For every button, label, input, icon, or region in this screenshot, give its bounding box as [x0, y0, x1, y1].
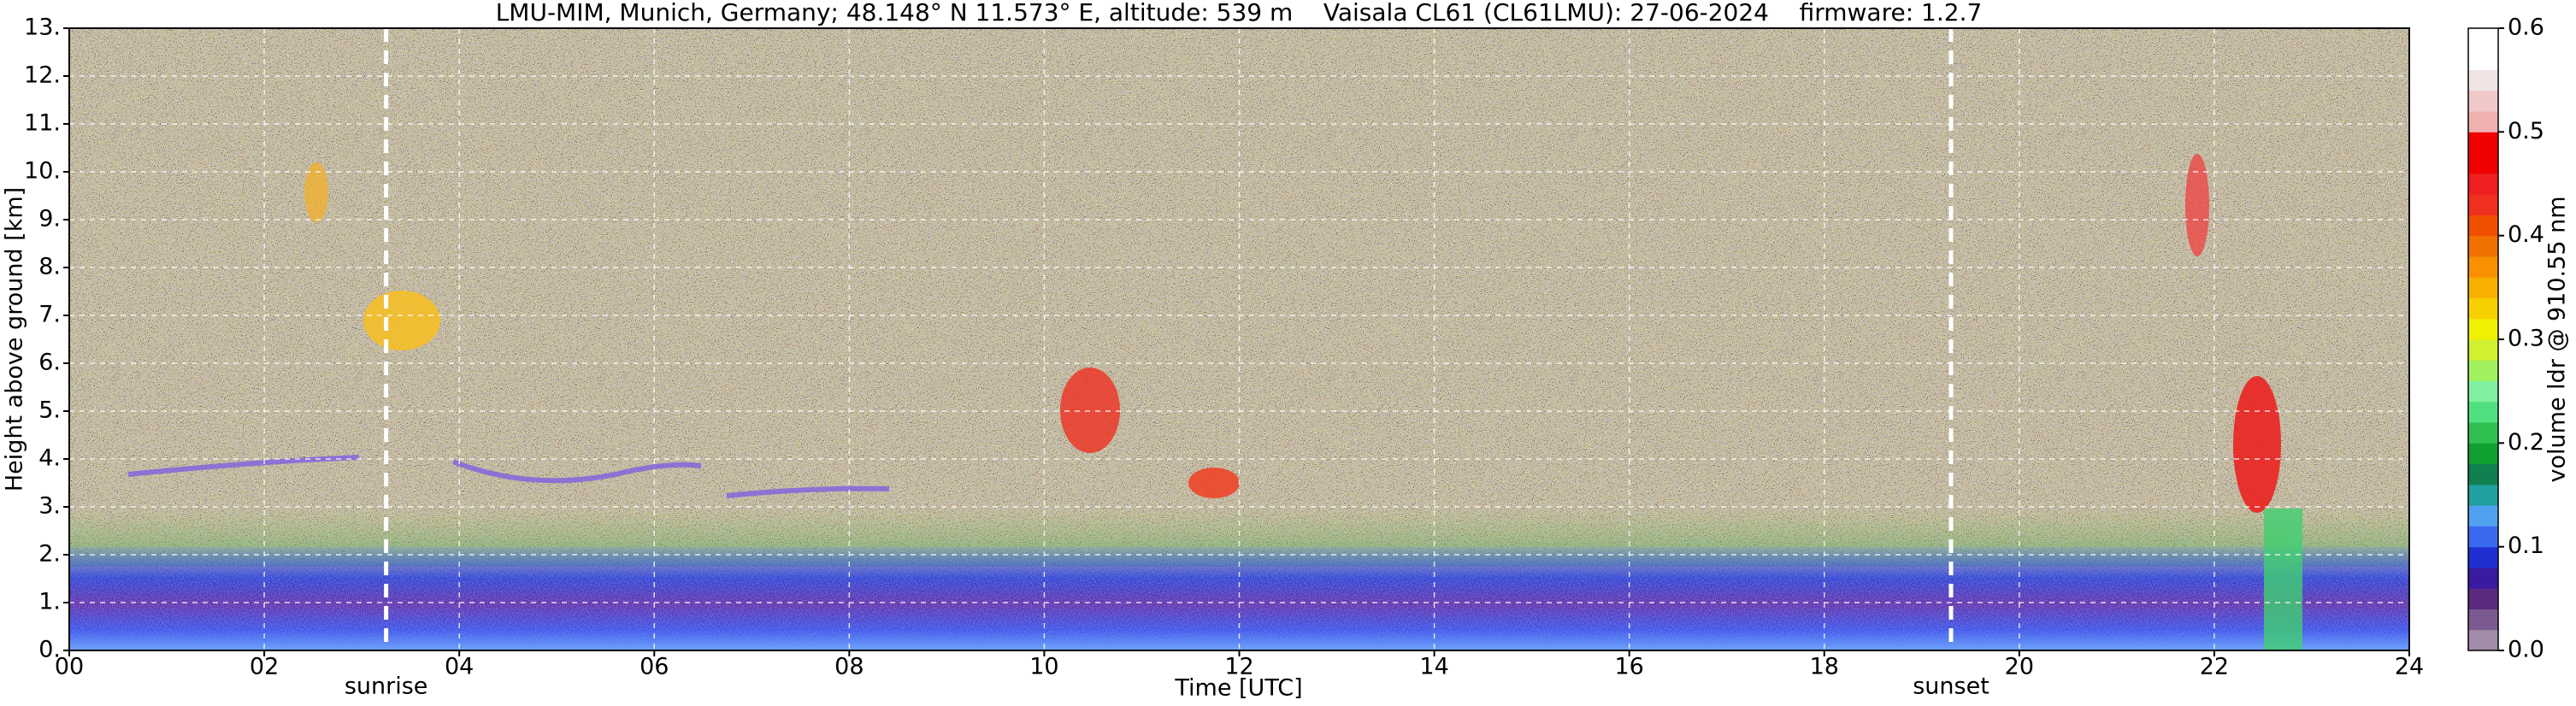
y-tick-label: 12. [24, 62, 61, 89]
colorbar-label: volume ldr @ 910.55 nm [2544, 197, 2571, 483]
colorbar-segment [2468, 609, 2498, 631]
colorbar-tick-label: 0.2 [2508, 429, 2544, 456]
colorbar-tick-label: 0.0 [2508, 637, 2544, 663]
y-tick-label: 8. [38, 254, 61, 280]
colorbar-tick-label: 0.4 [2508, 221, 2544, 248]
colorbar-segment [2468, 401, 2498, 423]
y-tick-label: 13. [24, 15, 61, 41]
x-tick-label: 18 [1810, 654, 1839, 680]
y-tick-label: 2. [38, 541, 61, 568]
colorbar-segment [2468, 339, 2498, 361]
colorbar-tick-label: 0.3 [2508, 326, 2544, 352]
x-tick-label: 08 [834, 654, 864, 680]
y-tick-label: 9. [38, 206, 61, 232]
colorbar-segment [2468, 235, 2498, 257]
colorbar-segment [2468, 505, 2498, 527]
x-tick-label: 02 [250, 654, 279, 680]
annotation-label: sunrise [345, 674, 428, 700]
colorbar-segment [2468, 443, 2498, 465]
x-axis-label: Time [UTC] [1174, 675, 1302, 702]
colorbar-segment [2468, 567, 2498, 589]
chart-title: LMU-MIM, Munich, Germany; 48.148° N 11.5… [496, 0, 1983, 26]
y-tick-label: 7. [38, 302, 61, 328]
colorbar-segment [2468, 256, 2498, 278]
plot-frame [68, 27, 2410, 651]
axes: 0. 1. 2. 3. 4. 5. 6. 7. 8. 9. 10. 11. 12. 13. 00 02 04 06… [24, 15, 2544, 700]
y-tick-label: 5. [38, 397, 61, 424]
colorbar-segment [2468, 360, 2498, 382]
colorbar-segment [2468, 588, 2498, 609]
y-tick-label: 1. [38, 589, 61, 615]
y-tick-label: 11. [24, 110, 61, 137]
x-tick-label: 16 [1614, 654, 1643, 680]
y-tick-label: 4. [38, 445, 61, 472]
x-tick-label: 14 [1419, 654, 1448, 680]
cloud-feature [2185, 154, 2209, 256]
x-tick-label: 06 [640, 654, 669, 680]
colorbar-tick-label: 0.1 [2508, 532, 2544, 559]
y-tick-label: 6. [38, 350, 61, 376]
colorbar-segment [2468, 132, 2498, 154]
y-tick-label: 0. [38, 637, 61, 663]
colorbar-segment [2468, 173, 2498, 195]
colorbar-tick-label: 0.5 [2508, 118, 2544, 144]
colorbar-segment [2468, 215, 2498, 237]
colorbar-segment [2468, 318, 2498, 340]
colorbar-segment [2468, 194, 2498, 215]
colorbar-segment [2468, 546, 2498, 568]
x-tick-label: 12 [1224, 654, 1253, 680]
aerosol-layer-top [127, 455, 890, 498]
x-tick-label: 22 [2200, 654, 2229, 680]
x-tick-label: 04 [445, 654, 474, 680]
colorbar-segment [2468, 422, 2498, 444]
cloud-feature [1188, 468, 1240, 498]
x-tick-label: 24 [2395, 654, 2424, 680]
cloud-feature [304, 162, 328, 222]
colorbar-segment [2468, 380, 2498, 403]
y-tick-label: 3. [38, 493, 61, 520]
y-tick-label: 10. [24, 158, 61, 185]
cloud-feature [2233, 376, 2281, 513]
colorbar-segment [2468, 28, 2498, 50]
colorbar-segment [2468, 49, 2498, 71]
colorbar-segment [2468, 152, 2498, 174]
colorbar-segment [2468, 111, 2498, 132]
x-tick-label: 10 [1029, 654, 1058, 680]
cloud-feature [1060, 368, 1120, 453]
precipitation-feature [2264, 509, 2302, 650]
colorbar-segment [2468, 484, 2498, 506]
colorbar-segment [2468, 277, 2498, 298]
x-tick-label: 20 [2005, 654, 2034, 680]
colorbar-tick-label: 0.6 [2508, 15, 2544, 41]
colorbar-segment [2468, 629, 2498, 651]
colorbar-segment [2468, 526, 2498, 548]
colorbar-segment [2468, 90, 2498, 112]
cloud-feature [363, 291, 440, 350]
colorbar-segment [2468, 69, 2498, 91]
annotation-label: sunset [1913, 674, 1989, 700]
y-axis-label: Height above ground [km] [2, 187, 28, 491]
colorbar-segment [2468, 463, 2498, 485]
x-tick-label: 00 [55, 654, 84, 680]
colorbar-segment [2468, 297, 2498, 320]
